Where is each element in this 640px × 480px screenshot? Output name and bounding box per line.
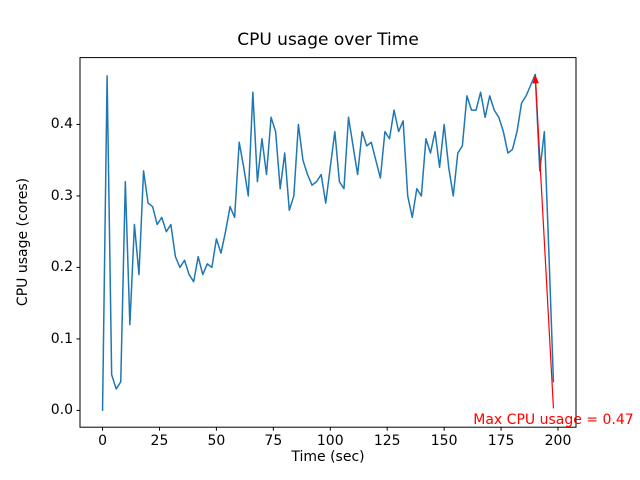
x-tick-label: 150 (430, 433, 458, 450)
y-tick-label: 0.3 (50, 187, 73, 204)
x-tick-label: 200 (544, 433, 572, 450)
x-tick-label: 50 (207, 433, 226, 450)
y-tick-label: 0.2 (50, 259, 73, 276)
x-tick-label: 175 (487, 433, 515, 450)
cpu-usage-line (101, 73, 555, 412)
x-axis-label: Time (sec) (291, 449, 365, 465)
x-tick-label: 0 (98, 433, 107, 450)
x-tick-label: 100 (316, 433, 344, 450)
chart-title: CPU usage over Time (237, 30, 419, 50)
x-tick-label: 125 (373, 433, 401, 450)
plot-border (79, 57, 577, 428)
max-annotation-text: Max CPU usage = 0.47 (473, 412, 634, 429)
x-tick-label: 75 (264, 433, 283, 450)
annotation-arrow-head (532, 74, 539, 84)
y-tick-label: 0.0 (50, 402, 73, 419)
y-tick-label: 0.1 (50, 330, 73, 347)
y-tick-label: 0.4 (50, 116, 73, 133)
x-tick-label: 25 (150, 433, 169, 450)
annotation-arrow-shaft (535, 83, 555, 409)
